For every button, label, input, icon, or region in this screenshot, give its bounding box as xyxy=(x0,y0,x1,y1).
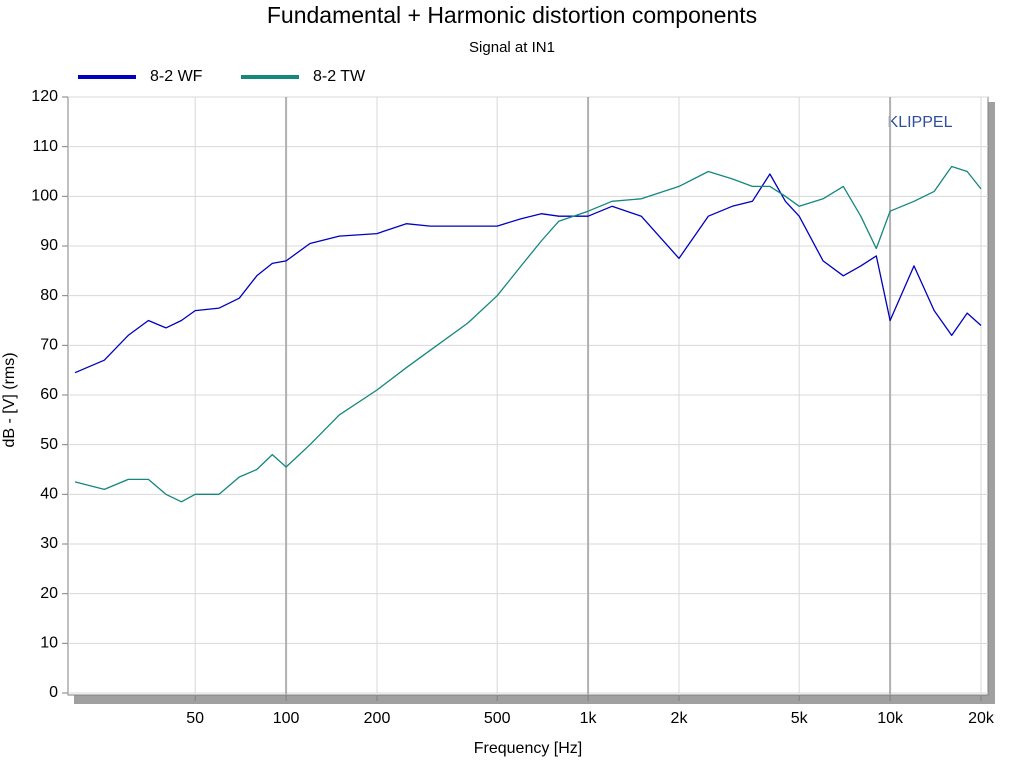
y-axis-label: dB - [V] (rms) xyxy=(1,352,18,447)
x-tick-label: 200 xyxy=(364,710,391,727)
x-tick-label: 100 xyxy=(273,710,300,727)
y-tick-label: 80 xyxy=(40,287,58,304)
chart-subtitle: Signal at IN1 xyxy=(469,39,555,56)
y-tick-label: 70 xyxy=(40,337,58,354)
x-tick-label: 20k xyxy=(968,710,995,727)
y-tick-label: 20 xyxy=(40,585,58,602)
y-tick-label: 110 xyxy=(32,138,58,155)
x-tick-label: 2k xyxy=(671,710,689,727)
y-tick-label: 60 xyxy=(40,386,58,403)
y-tick-label: 0 xyxy=(49,684,58,701)
y-tick-label: 30 xyxy=(40,535,58,552)
legend-label: 8-2 TW xyxy=(313,68,366,85)
x-tick-label: 10k xyxy=(877,710,904,727)
y-tick-label: 90 xyxy=(40,237,58,254)
x-tick-label: 50 xyxy=(186,710,204,727)
x-tick-label: 5k xyxy=(791,710,809,727)
y-tick-label: 10 xyxy=(40,635,58,652)
y-tick-label: 120 xyxy=(31,88,58,105)
chart-title: Fundamental + Harmonic distortion compon… xyxy=(267,2,757,28)
series-line xyxy=(74,165,982,503)
y-tick-label: 50 xyxy=(40,436,58,453)
x-axis-label: Frequency [Hz] xyxy=(474,740,582,757)
x-tick-label: 1k xyxy=(580,710,598,727)
x-tick-label: 500 xyxy=(484,710,511,727)
y-tick-label: 40 xyxy=(40,486,58,503)
legend-label: 8-2 WF xyxy=(150,68,203,85)
y-tick-label: 100 xyxy=(31,188,58,205)
annotation: KLIPPEL xyxy=(888,114,953,131)
plot-area xyxy=(67,96,989,696)
series-line xyxy=(74,173,982,374)
